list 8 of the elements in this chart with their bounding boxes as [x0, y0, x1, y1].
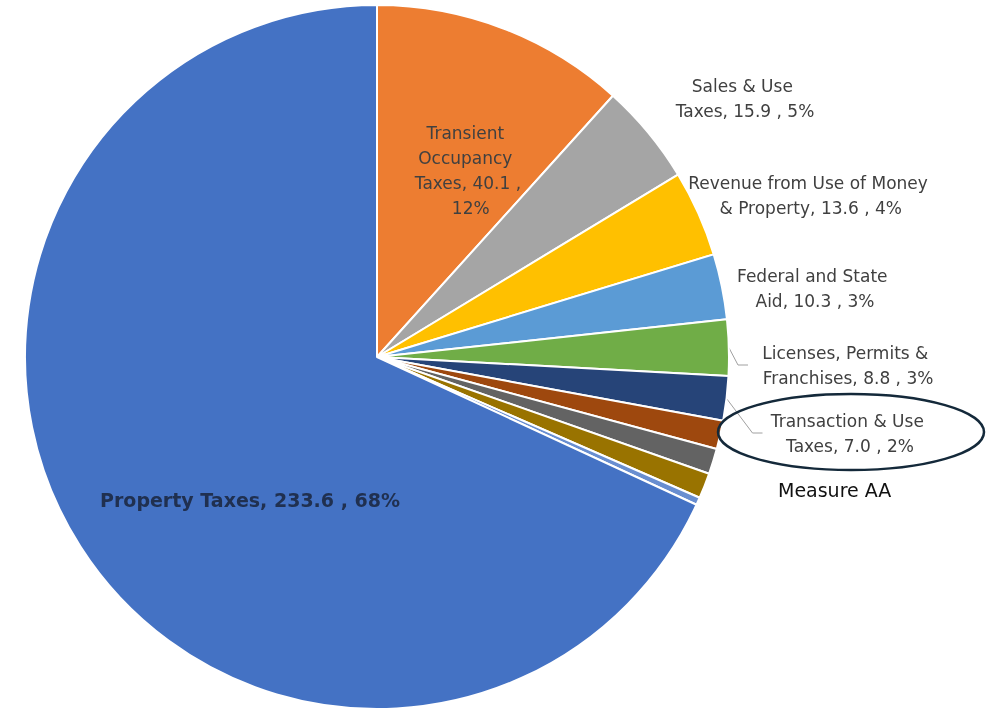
slice-label: Transaction & Use Taxes, 7.0 , 2% [769, 410, 930, 456]
slice-label: Federal and State Aid, 10.3 , 3% [737, 265, 893, 311]
slice-label: Revenue from Use of Money & Property, 13.6 , 4% [688, 172, 928, 218]
text: Measure AA [778, 478, 892, 501]
slice-label: Sales & Use Taxes, 15.9 , 5% [674, 75, 815, 121]
slice-label: Transient Occupancy Taxes, 40.1 , 12% [413, 122, 522, 218]
slice-label: Property Taxes, 233.6 , 68% [100, 489, 400, 511]
slice-label: Licenses, Permits & Franchises, 8.8 , 3% [762, 342, 934, 388]
